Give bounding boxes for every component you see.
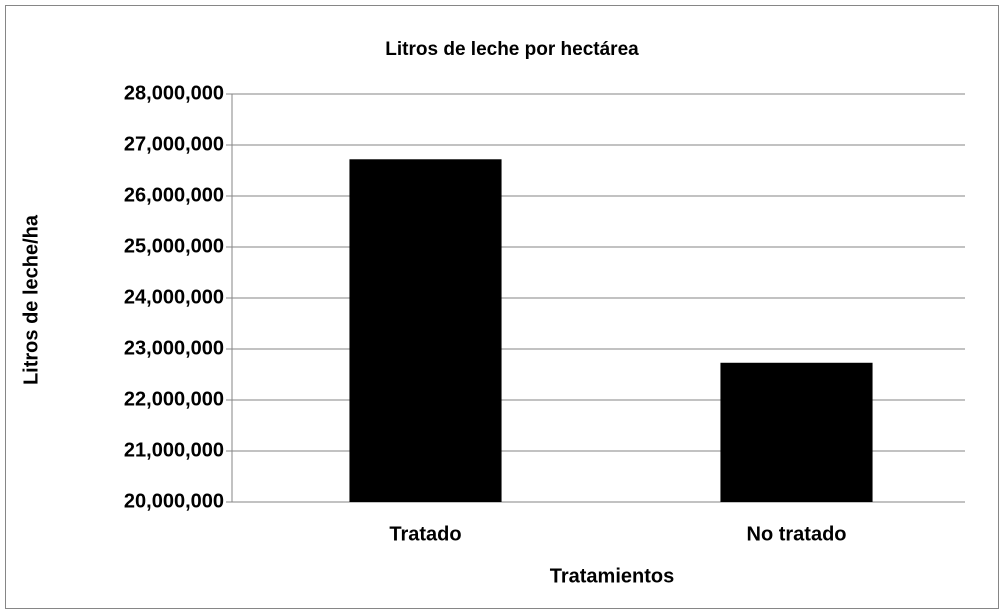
x-axis-title: Tratamientos [550,565,674,587]
chart-title: Litros de leche por hectárea [385,39,639,60]
y-tick-label: 21,000,000 [124,439,224,461]
bar [349,159,502,502]
y-tick-label: 24,000,000 [124,286,224,308]
y-tick-label: 23,000,000 [124,337,224,359]
y-tick-label: 22,000,000 [124,388,224,410]
x-tick-label: Tratado [389,523,461,545]
bar [720,362,873,502]
chart-border [5,5,999,609]
y-tick-label: 25,000,000 [124,235,224,257]
y-tick-label: 20,000,000 [124,490,224,512]
y-tick-label: 27,000,000 [124,133,224,155]
y-tick-label: 26,000,000 [124,184,224,206]
x-tick-label: No tratado [747,523,847,545]
y-tick-label: 28,000,000 [124,82,224,104]
y-axis-title: Litros de leche/ha [20,214,42,385]
